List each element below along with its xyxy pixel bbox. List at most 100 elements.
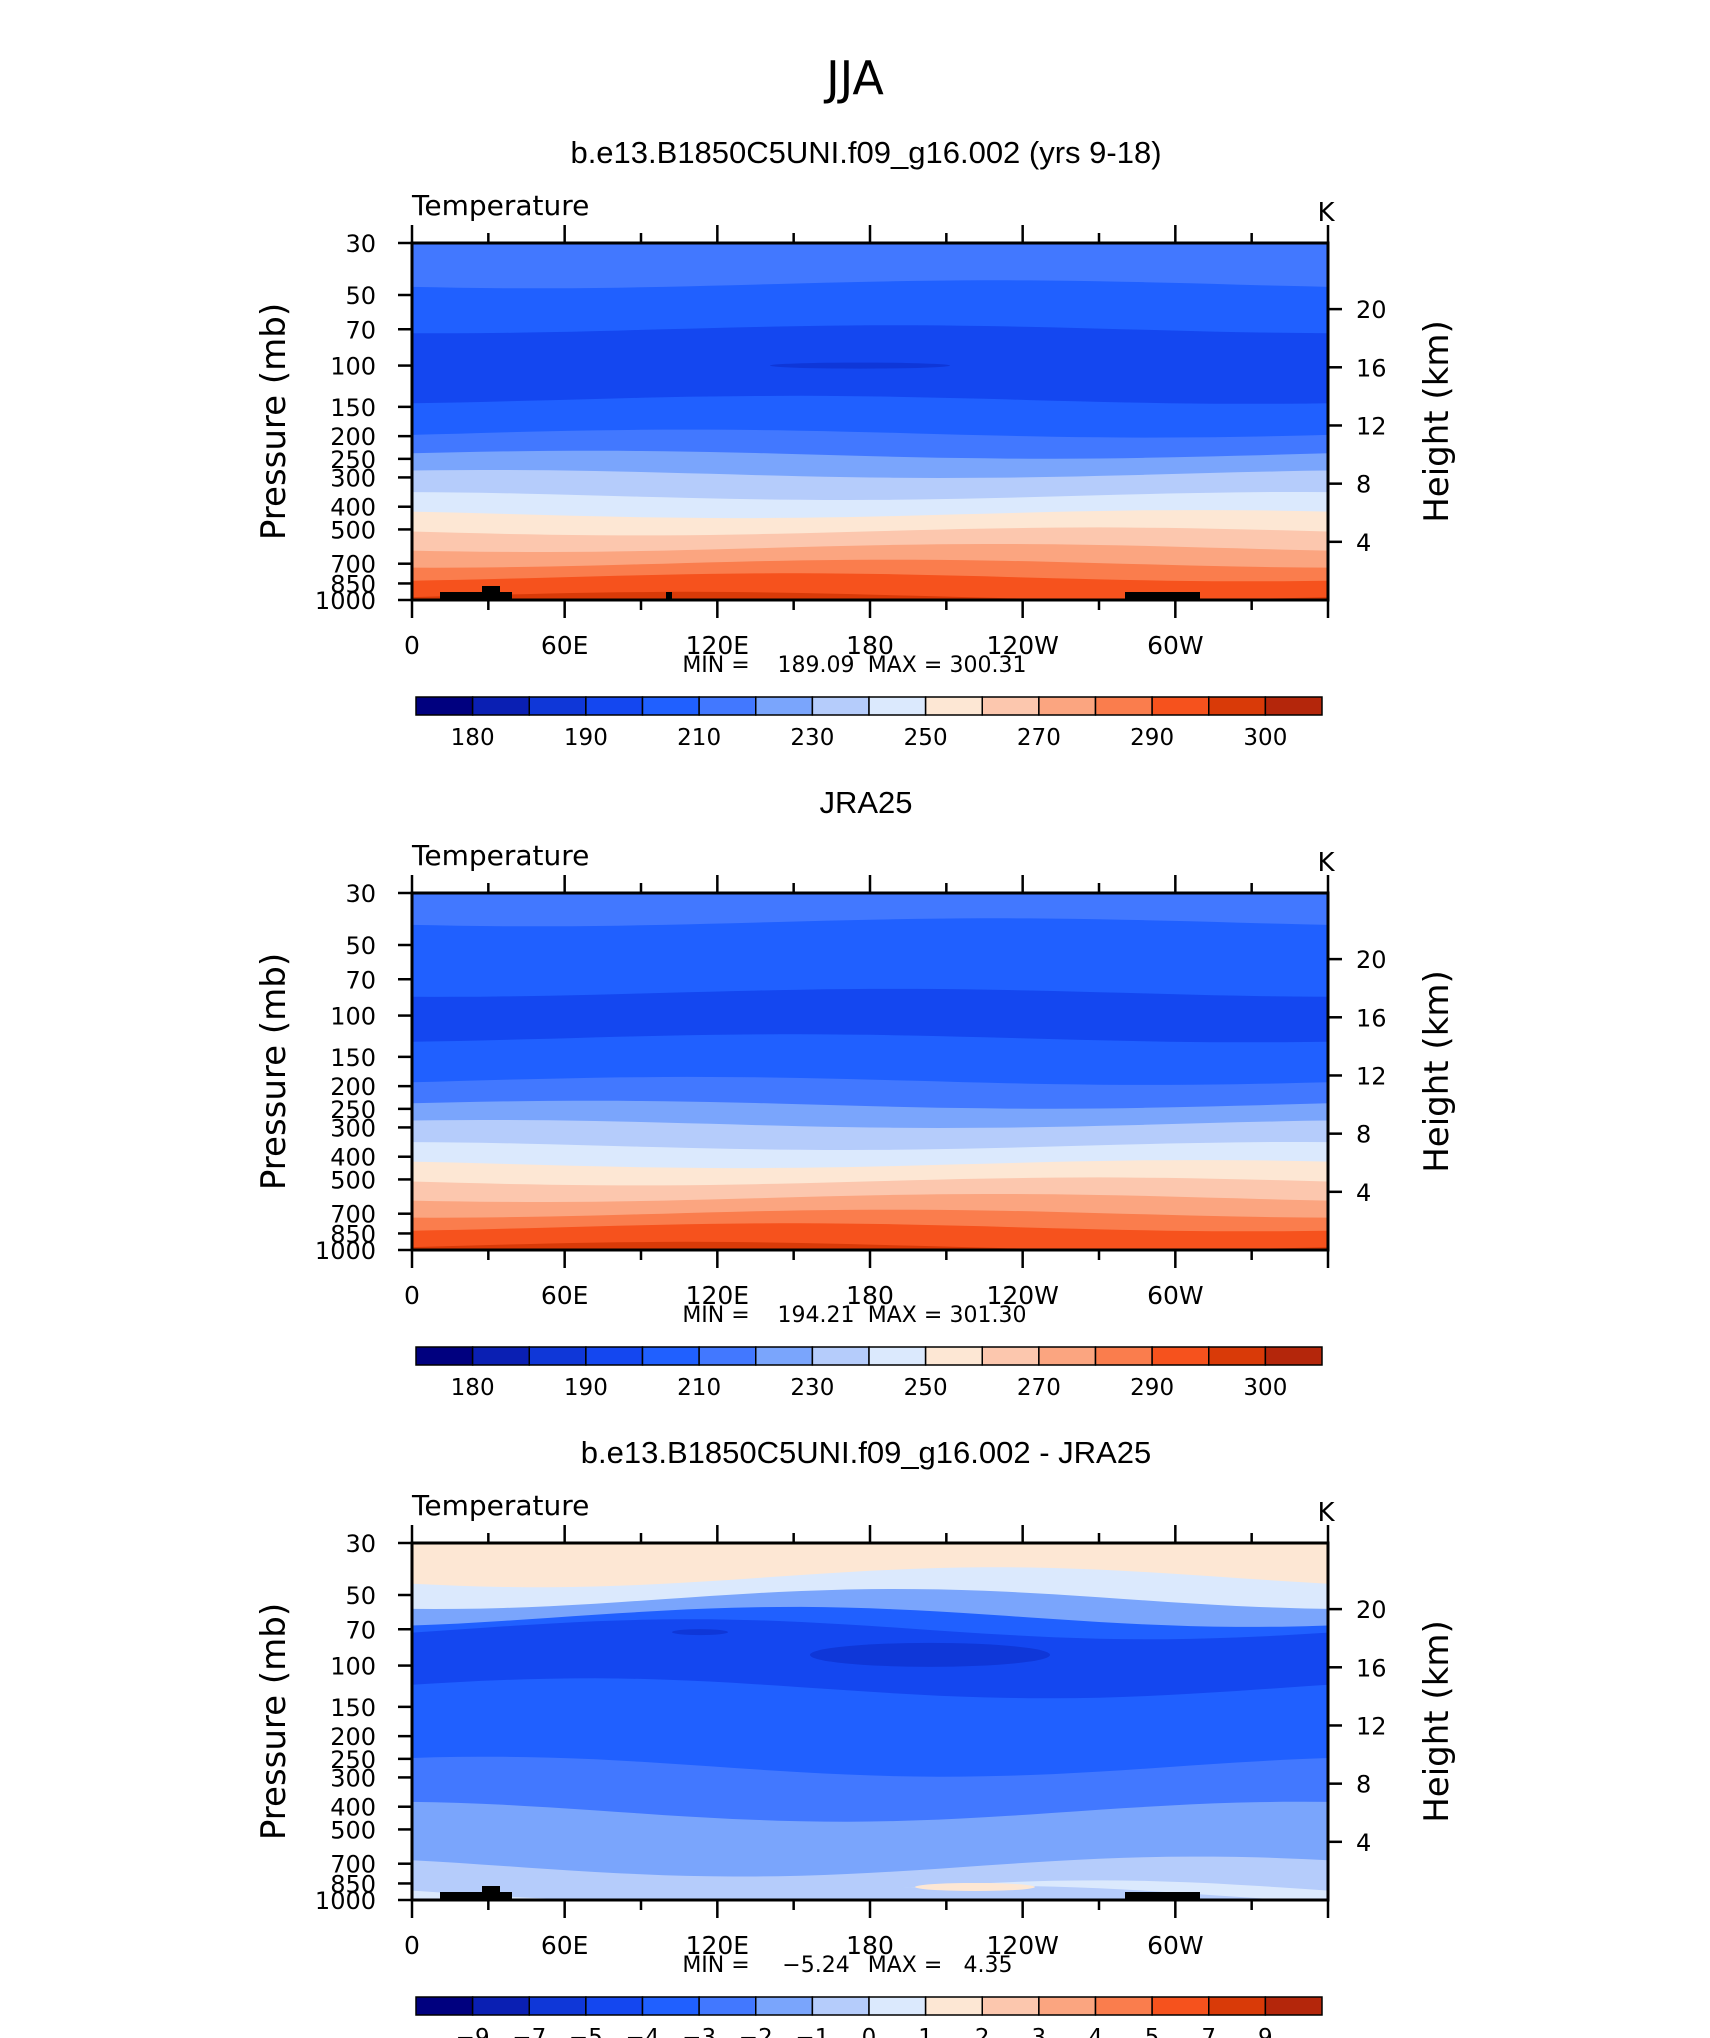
min-label: MIN = xyxy=(682,1953,749,1978)
colorbar-box xyxy=(698,1996,757,2016)
max-label: MAX = xyxy=(868,1303,943,1328)
colorbar-box xyxy=(1151,1996,1210,2016)
units-label: K xyxy=(1317,1498,1335,1528)
colorbar-box xyxy=(1264,1346,1323,1366)
colorbar-label: 270 xyxy=(1017,1375,1061,1401)
colorbar-box xyxy=(811,696,870,716)
y-tick-label: 30 xyxy=(345,880,376,908)
colorbar-label: −4 xyxy=(626,2025,660,2038)
y2-tick-label: 16 xyxy=(1356,1654,1387,1682)
colorbar-box xyxy=(528,1996,587,2016)
colorbar-box xyxy=(1038,1346,1097,1366)
colorbar-label: 3 xyxy=(1032,2025,1047,2038)
colorbar-box xyxy=(981,696,1040,716)
colorbar-label: −3 xyxy=(682,2025,716,2038)
x-tick-label: 180 xyxy=(846,1281,894,1310)
y2-tick-label: 16 xyxy=(1356,354,1387,382)
x-tick-label: 120W xyxy=(986,631,1058,660)
colorbar-label: 300 xyxy=(1243,725,1287,751)
colorbar-label: 190 xyxy=(564,1375,608,1401)
y2-tick-label: 4 xyxy=(1356,1829,1371,1857)
x-tick-label: 120W xyxy=(986,1931,1058,1960)
colorbar-label: 4 xyxy=(1088,2025,1103,2038)
colorbar-label: 290 xyxy=(1130,1375,1174,1401)
x-tick-label: 60E xyxy=(541,1281,589,1310)
field-label: Temperature xyxy=(411,189,589,222)
y2-axis: 20 16 12 8 4 xyxy=(1328,946,1387,1207)
anomaly-core xyxy=(915,1882,1035,1891)
colorbar-label: −9 xyxy=(456,2025,490,2038)
y-tick-label: 250 xyxy=(330,1746,376,1774)
colorbar-label: 190 xyxy=(564,725,608,751)
colorbar-box xyxy=(585,1346,644,1366)
colorbar-label: 210 xyxy=(677,1375,721,1401)
colorbar-box xyxy=(755,1346,814,1366)
y2-axis-label: Height (km) xyxy=(1417,970,1457,1173)
land-block xyxy=(1125,592,1200,600)
x-tick-label: 180 xyxy=(846,1931,894,1960)
colorbar: 180 190 210 230 250 270 290 300 xyxy=(415,1346,1323,1401)
colorbar-label: −2 xyxy=(739,2025,773,2038)
y-tick-label: 300 xyxy=(330,1764,376,1792)
colorbar-label: 250 xyxy=(904,725,948,751)
colorbar-box xyxy=(811,1996,870,2016)
y2-axis: 20 16 12 8 4 xyxy=(1328,1596,1387,1857)
min-value: −5.24 xyxy=(782,1953,849,1978)
y-tick-label: 700 xyxy=(330,551,376,579)
colorbar-label: 250 xyxy=(904,1375,948,1401)
y-axis-label: Pressure (mb) xyxy=(254,1603,294,1840)
x-tick-label: 120W xyxy=(986,1281,1058,1310)
colorbar-box xyxy=(1208,1996,1267,2016)
field-bands xyxy=(412,893,1328,1250)
colorbar-box xyxy=(528,696,587,716)
colorbar-label: 2 xyxy=(975,2025,990,2038)
chart-title: b.e13.B1850C5UNI.f09_g16.002 (yrs 9-18) xyxy=(570,135,1161,170)
topography-mask xyxy=(440,586,1200,600)
y2-tick-label: 20 xyxy=(1356,1596,1387,1624)
colorbar-box xyxy=(1151,1346,1210,1366)
chart-title: JRA25 xyxy=(819,785,912,820)
colorbar-label: −7 xyxy=(512,2025,546,2038)
y-tick-label: 100 xyxy=(330,1003,376,1031)
units-label: K xyxy=(1317,198,1335,228)
colorbar-box xyxy=(755,1996,814,2016)
y-tick-label: 200 xyxy=(330,423,376,451)
field-label: Temperature xyxy=(411,839,589,872)
colorbar-box xyxy=(924,1996,983,2016)
colorbar-box xyxy=(415,1996,474,2016)
min-value: 189.09 xyxy=(778,653,855,678)
y-tick-label: 200 xyxy=(330,1723,376,1751)
y2-tick-label: 8 xyxy=(1356,1771,1371,1799)
y2-tick-label: 8 xyxy=(1356,471,1371,499)
y2-tick-label: 12 xyxy=(1356,1712,1387,1740)
colorbar-box xyxy=(471,696,530,716)
colorbar-label: 7 xyxy=(1201,2025,1216,2038)
max-value: 300.31 xyxy=(950,653,1027,678)
x-axis: 0 60E 120E 180 120W 60W xyxy=(404,1525,1330,1960)
y2-tick-label: 20 xyxy=(1356,296,1387,324)
y2-tick-label: 16 xyxy=(1356,1004,1387,1032)
y-tick-label: 150 xyxy=(330,394,376,422)
y2-tick-label: 4 xyxy=(1356,1179,1371,1207)
x-tick-label: 120E xyxy=(686,1281,750,1310)
x-tick-label: 120E xyxy=(686,1931,750,1960)
field-label: Temperature xyxy=(411,1489,589,1522)
colorbar-label: 230 xyxy=(790,1375,834,1401)
colorbar-box xyxy=(1208,696,1267,716)
land-block xyxy=(482,1886,500,1900)
colorbar-label: −1 xyxy=(795,2025,829,2038)
y-tick-label: 400 xyxy=(330,494,376,522)
y-tick-label: 50 xyxy=(345,1582,376,1610)
min-label: MIN = xyxy=(682,653,749,678)
anomaly-core xyxy=(672,1629,728,1636)
colorbar-label: 230 xyxy=(790,725,834,751)
y-tick-label: 100 xyxy=(330,1653,376,1681)
colorbar-box xyxy=(1038,1996,1097,2016)
x-tick-label: 60W xyxy=(1147,1931,1204,1960)
colorbar-box xyxy=(585,696,644,716)
units-label: K xyxy=(1317,848,1335,878)
